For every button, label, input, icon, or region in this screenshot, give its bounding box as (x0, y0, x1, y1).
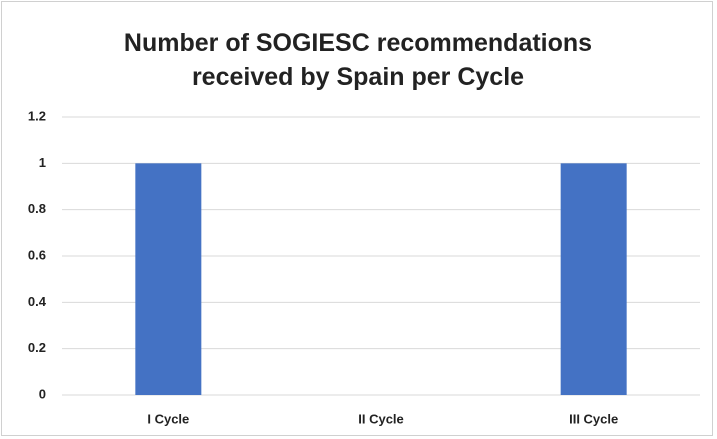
chart-title: Number of SOGIESC recommendations receiv… (123, 29, 593, 91)
bar (135, 163, 202, 395)
x-tick-label: II Cycle (358, 411, 404, 426)
bar (560, 163, 627, 395)
y-tick-label: 0.2 (28, 340, 46, 355)
x-tick-label: I Cycle (147, 411, 189, 426)
y-tick-label: 0.8 (28, 201, 46, 216)
y-tick-label: 0 (39, 386, 46, 401)
y-tick-label: 0.6 (28, 247, 46, 262)
y-tick-label: 1.2 (28, 108, 46, 123)
y-tick-label: 0.4 (28, 294, 47, 309)
x-tick-label: III Cycle (569, 411, 618, 426)
y-tick-label: 1 (39, 155, 46, 170)
